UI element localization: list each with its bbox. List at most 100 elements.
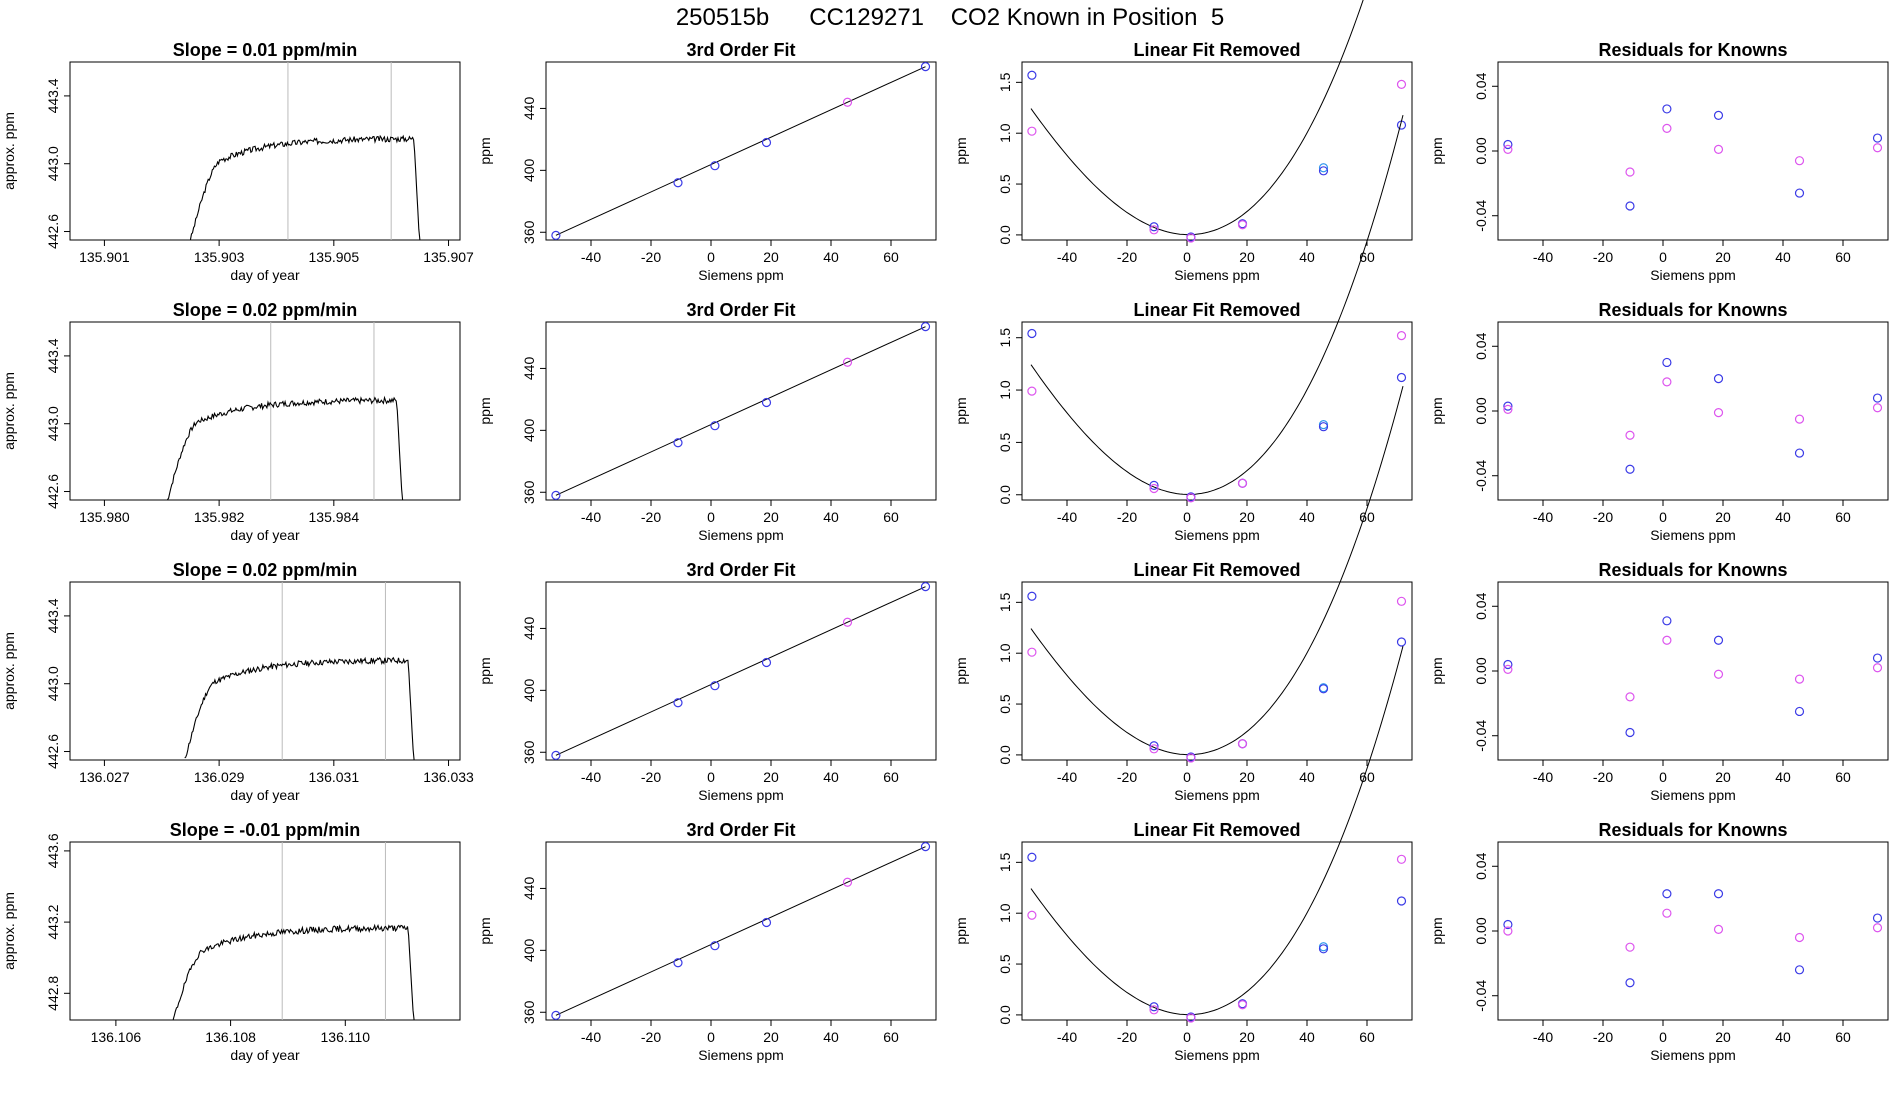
x-axis-label: Siemens ppm	[698, 267, 784, 283]
y-axis-label: ppm	[477, 917, 493, 944]
data-point	[1713, 889, 1724, 899]
data-point	[1794, 965, 1805, 975]
data-point	[1503, 144, 1513, 154]
data-point	[1662, 616, 1672, 626]
data-point	[1503, 139, 1513, 150]
x-tick-label: 60	[1359, 509, 1375, 525]
y-tick-label: 1.0	[997, 903, 1013, 923]
x-tick-label: 20	[1239, 249, 1255, 265]
x-tick-label: -40	[581, 769, 601, 785]
data-point	[1503, 404, 1513, 414]
data-point	[1149, 1005, 1159, 1015]
x-tick-label: 60	[883, 249, 899, 265]
fit-curve	[1030, 0, 1364, 236]
chart-svg-row1-linfit: Linear Fit Removed-40 -20 0 20 40 600.00.51.0…	[953, 0, 1413, 283]
data-point	[1713, 924, 1724, 934]
y-axis-label: ppm	[953, 917, 969, 944]
plot-frame	[1497, 321, 1889, 501]
y-tick-label: 0.00	[1473, 397, 1489, 424]
y-axis-label: ppm	[1429, 397, 1445, 424]
y-tick-label: 443.2	[45, 904, 61, 939]
y-tick-label: 0.00	[1473, 917, 1489, 944]
y-tick-label: 440	[521, 357, 537, 381]
y-tick-label: 1.0	[997, 123, 1013, 143]
x-axis-label: Siemens ppm	[1174, 527, 1260, 543]
x-tick-label: 60	[1835, 249, 1851, 265]
x-tick-label: 40	[1775, 509, 1791, 525]
page-title: 250515b CC129271 CO2 Known in Position 5	[675, 4, 1225, 31]
data-point	[761, 137, 772, 148]
x-tick-label: 0	[1183, 509, 1191, 525]
fit-curve	[1030, 645, 1404, 1016]
x-tick-label: 20	[763, 249, 779, 265]
data-point	[1662, 123, 1672, 133]
data-point	[842, 617, 853, 627]
data-point	[1027, 591, 1037, 601]
chart-panel-row3-resid: Residuals for Knowns -40 -20 0 20 40 60 -0.04 0.…	[1428, 556, 1900, 816]
data-point	[1396, 596, 1407, 606]
x-axis-label: Siemens ppm	[698, 787, 784, 803]
y-tick-label: 0.04	[1473, 852, 1489, 879]
data-point	[920, 842, 931, 852]
x-tick-label: 136.106	[91, 1029, 142, 1045]
data-point	[1027, 70, 1037, 80]
plot-frame	[1021, 841, 1413, 1021]
x-tick-label: 20	[763, 769, 779, 785]
x-tick-label: 135.901	[79, 249, 130, 265]
x-tick-label: 40	[823, 249, 839, 265]
data-point	[1713, 408, 1724, 418]
data-point	[673, 958, 683, 968]
data-point	[1186, 1013, 1196, 1023]
chart-title: Linear Fit Removed	[1133, 820, 1300, 840]
data-point	[1027, 852, 1037, 862]
data-point	[1149, 225, 1159, 235]
y-tick-label: 0.0	[997, 745, 1013, 765]
x-tick-label: -40	[1057, 509, 1077, 525]
x-axis-label: Siemens ppm	[1650, 267, 1736, 283]
x-axis-label: Siemens ppm	[1174, 1047, 1260, 1063]
chart-panel-row4-timeseries: Slope = -0.01 ppm/min 136.106 136.108 136.1…	[0, 816, 475, 1076]
data-point	[1186, 233, 1196, 243]
data-point	[1662, 635, 1672, 645]
chart-title: 3rd Order Fit	[686, 820, 795, 840]
data-point	[710, 421, 720, 431]
x-tick-label: 135.980	[79, 509, 130, 525]
data-point	[1186, 493, 1196, 503]
x-tick-label: -20	[1117, 249, 1137, 265]
data-point	[1027, 126, 1037, 136]
y-axis-label: ppm	[953, 397, 969, 424]
chart-panel-row3-fit: 3rd Order Fit -40 -20 0 20 40 60 360 400 440 Sieme…	[476, 556, 951, 816]
y-tick-label: -0.04	[1473, 460, 1489, 492]
x-axis-label: Siemens ppm	[1650, 1047, 1736, 1063]
x-axis-label: day of year	[230, 267, 300, 283]
x-tick-label: 0	[707, 249, 715, 265]
x-tick-label: 40	[823, 769, 839, 785]
y-axis-label: ppm	[1429, 657, 1445, 684]
data-point	[1237, 1000, 1248, 1010]
y-tick-label: 1.5	[997, 328, 1013, 348]
data-point	[1872, 403, 1883, 413]
y-axis-label: ppm	[953, 657, 969, 684]
chart-panel-row1-fit: 3rd Order Fit -40 -20 0 20 40 60 360 400 440 Sieme…	[476, 36, 951, 296]
y-tick-label: 440	[521, 97, 537, 121]
data-point	[1396, 79, 1407, 89]
data-point	[1503, 919, 1513, 930]
series-line	[189, 134, 421, 241]
x-tick-label: 135.907	[423, 249, 474, 265]
data-point	[1503, 664, 1513, 674]
data-point	[1794, 448, 1805, 458]
x-tick-label: 0	[1183, 1029, 1191, 1045]
data-point	[1713, 374, 1724, 384]
y-axis-label: approx. ppm	[1, 372, 17, 450]
data-point	[1149, 744, 1159, 754]
y-tick-label: 400	[521, 678, 537, 702]
y-tick-label: 360	[521, 480, 537, 504]
x-axis-label: Siemens ppm	[1174, 787, 1260, 803]
y-axis-label: ppm	[477, 397, 493, 424]
chart-title: Linear Fit Removed	[1133, 40, 1300, 60]
data-point	[1149, 1002, 1159, 1012]
y-tick-label: 443.6	[45, 833, 61, 868]
data-point	[1396, 854, 1407, 864]
x-tick-label: 0	[1659, 509, 1667, 525]
chart-title: Residuals for Knowns	[1598, 40, 1787, 60]
